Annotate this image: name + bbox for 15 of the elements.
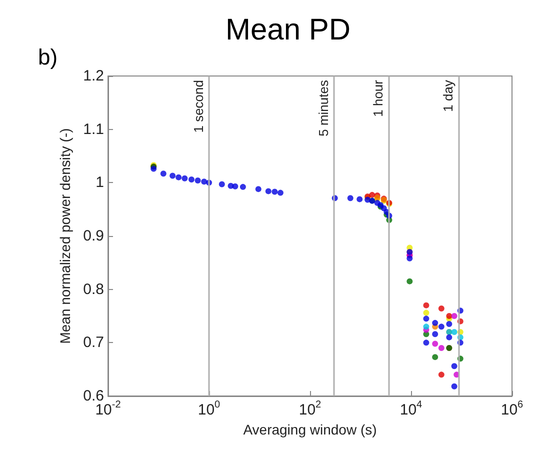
y-axis-title: Mean normalized power density (-) [57, 128, 73, 344]
chart-title: Mean PD [225, 14, 351, 46]
x-axis-title: Averaging window (s) [243, 421, 377, 438]
y-tick-label: 1.1 [83, 120, 104, 138]
y-tick-label: 0.8 [83, 280, 104, 298]
y-tick-label: 0.7 [83, 334, 104, 352]
text: b) [38, 44, 58, 70]
y-tick-label: 1.2 [83, 68, 104, 84]
y-tick-label: 0.6 [83, 388, 104, 404]
y-tick-label: 1 [96, 174, 104, 192]
ref-line-label: 1 second [191, 80, 206, 133]
y-tick-label: 0.9 [83, 228, 104, 244]
ref-line-label: 1 hour [370, 79, 386, 117]
ref-line-label: 5 minutes [316, 80, 332, 136]
ref-line-label: 1 day [440, 80, 456, 112]
